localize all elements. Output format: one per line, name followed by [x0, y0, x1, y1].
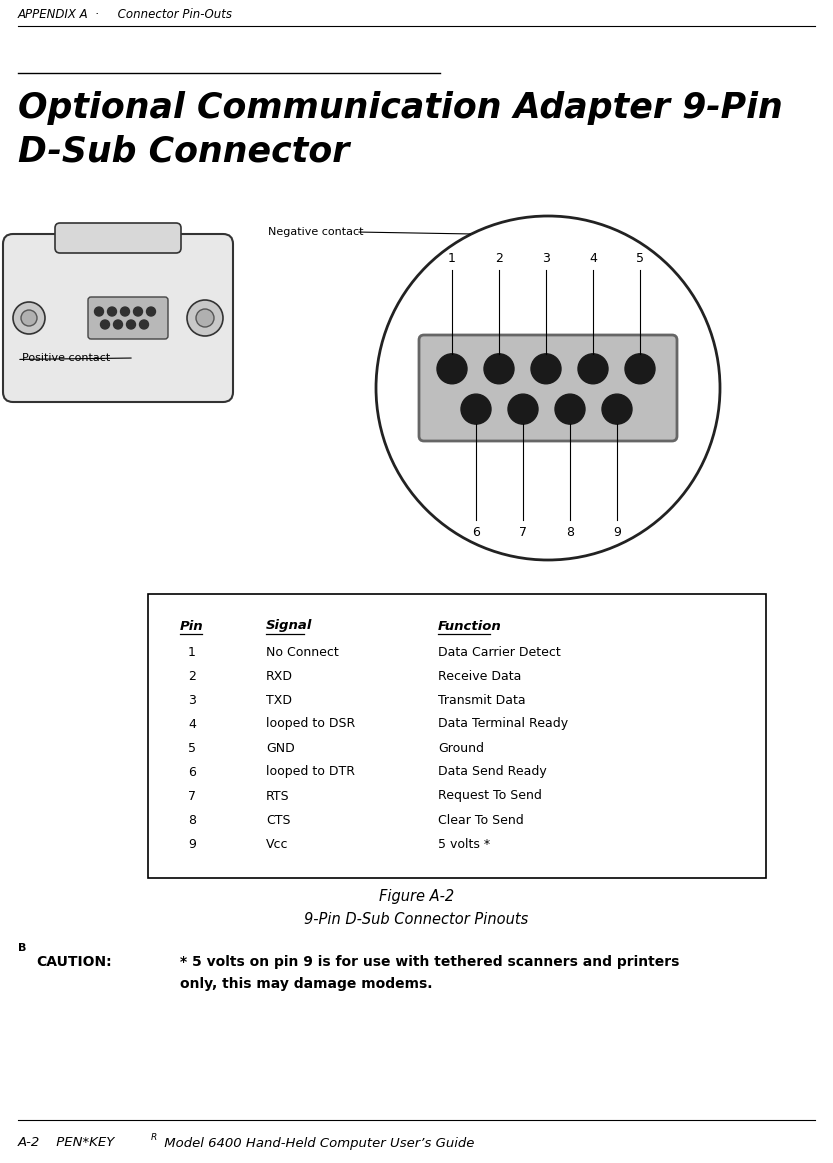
Text: Data Send Ready: Data Send Ready: [438, 765, 546, 778]
Circle shape: [187, 300, 223, 336]
Circle shape: [101, 320, 109, 329]
Text: 2: 2: [188, 670, 196, 683]
Text: 4: 4: [188, 718, 196, 730]
Circle shape: [94, 307, 103, 316]
Text: Positive contact: Positive contact: [22, 354, 110, 363]
Text: looped to DTR: looped to DTR: [266, 765, 355, 778]
Circle shape: [13, 302, 45, 334]
FancyBboxPatch shape: [3, 234, 233, 402]
Text: Request To Send: Request To Send: [438, 790, 542, 802]
Text: B: B: [18, 943, 27, 952]
Text: R: R: [151, 1133, 157, 1142]
Text: looped to DSR: looped to DSR: [266, 718, 355, 730]
Circle shape: [484, 354, 514, 384]
Circle shape: [508, 394, 538, 424]
Text: No Connect: No Connect: [266, 645, 339, 658]
Text: 9: 9: [188, 837, 196, 850]
Text: Model 6400 Hand-Held Computer User’s Guide: Model 6400 Hand-Held Computer User’s Gui…: [160, 1136, 474, 1149]
Circle shape: [602, 394, 632, 424]
Text: Signal: Signal: [266, 620, 312, 633]
Text: 1: 1: [188, 645, 196, 658]
FancyBboxPatch shape: [55, 223, 181, 254]
Text: 1: 1: [448, 251, 456, 264]
Text: 4: 4: [589, 251, 597, 264]
Text: CTS: CTS: [266, 813, 291, 827]
Circle shape: [121, 307, 129, 316]
Text: 5: 5: [636, 251, 644, 264]
Text: Clear To Send: Clear To Send: [438, 813, 524, 827]
Text: GND: GND: [266, 742, 295, 755]
Circle shape: [21, 311, 37, 326]
Text: RXD: RXD: [266, 670, 293, 683]
Text: Negative contact: Negative contact: [268, 227, 363, 237]
Text: 7: 7: [188, 790, 196, 802]
Circle shape: [437, 354, 467, 384]
Text: A-2    PEN*KEY: A-2 PEN*KEY: [18, 1136, 116, 1149]
Text: CAUTION:: CAUTION:: [36, 955, 112, 969]
Text: 5 volts *: 5 volts *: [438, 837, 490, 850]
Circle shape: [555, 394, 585, 424]
Bar: [148, 594, 766, 878]
Text: Data Carrier Detect: Data Carrier Detect: [438, 645, 561, 658]
Text: 8: 8: [566, 526, 574, 538]
Circle shape: [376, 216, 720, 561]
Circle shape: [147, 307, 156, 316]
Text: 9: 9: [613, 526, 621, 538]
Text: Pin: Pin: [180, 620, 203, 633]
Text: APPENDIX A  ·     Connector Pin-Outs: APPENDIX A · Connector Pin-Outs: [18, 7, 233, 21]
Circle shape: [531, 354, 561, 384]
FancyBboxPatch shape: [419, 335, 677, 441]
Circle shape: [133, 307, 142, 316]
Circle shape: [461, 394, 491, 424]
Circle shape: [578, 354, 608, 384]
Text: only, this may damage modems.: only, this may damage modems.: [180, 977, 432, 991]
Text: 6: 6: [472, 526, 480, 538]
Text: 5: 5: [188, 742, 196, 755]
Text: 6: 6: [188, 765, 196, 778]
FancyBboxPatch shape: [88, 297, 168, 338]
Text: Transmit Data: Transmit Data: [438, 693, 526, 706]
Text: 3: 3: [188, 693, 196, 706]
Text: Ground: Ground: [438, 742, 484, 755]
Text: 3: 3: [542, 251, 550, 264]
Circle shape: [127, 320, 136, 329]
Text: 7: 7: [519, 526, 527, 538]
Text: D-Sub Connector: D-Sub Connector: [18, 135, 349, 169]
Text: * 5 volts on pin 9 is for use with tethered scanners and printers: * 5 volts on pin 9 is for use with tethe…: [180, 955, 680, 969]
Text: Data Terminal Ready: Data Terminal Ready: [438, 718, 568, 730]
Text: Figure A-2: Figure A-2: [379, 890, 454, 905]
Circle shape: [196, 309, 214, 327]
Text: Function: Function: [438, 620, 501, 633]
Text: 2: 2: [495, 251, 503, 264]
Text: Receive Data: Receive Data: [438, 670, 521, 683]
Circle shape: [107, 307, 117, 316]
Text: RTS: RTS: [266, 790, 290, 802]
Text: Vcc: Vcc: [266, 837, 288, 850]
Circle shape: [139, 320, 148, 329]
Circle shape: [113, 320, 122, 329]
Text: 9-Pin D-Sub Connector Pinouts: 9-Pin D-Sub Connector Pinouts: [304, 912, 529, 927]
Text: Optional Communication Adapter 9-Pin: Optional Communication Adapter 9-Pin: [18, 91, 783, 124]
Text: 8: 8: [188, 813, 196, 827]
Text: TXD: TXD: [266, 693, 292, 706]
Circle shape: [625, 354, 655, 384]
